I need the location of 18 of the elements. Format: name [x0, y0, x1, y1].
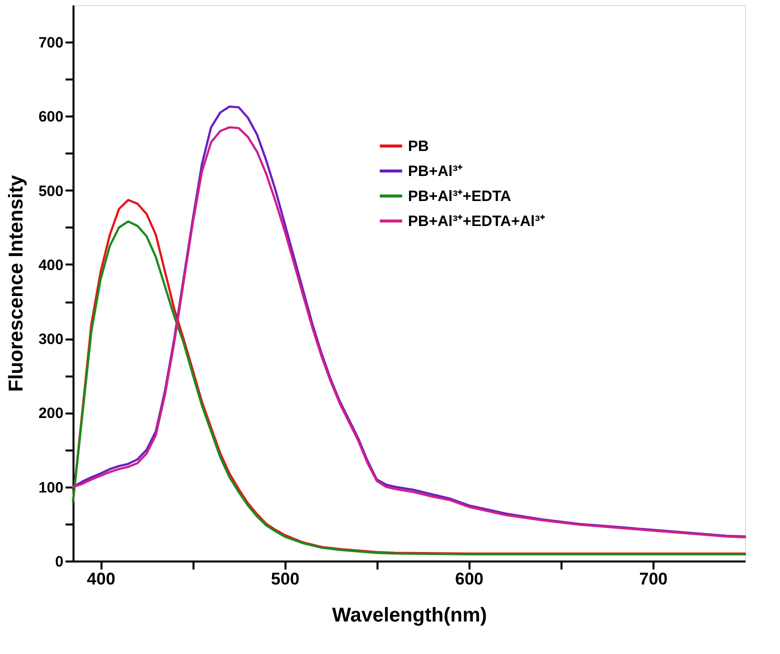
x-axis-title: Wavelength(nm): [332, 604, 487, 626]
legend-label: PB: [408, 138, 430, 155]
x-tick-label: 700: [639, 570, 668, 588]
legend-label: PB+Al³⁺+EDTA+Al³⁺: [408, 213, 545, 230]
legend-label: PB+Al³⁺: [408, 163, 463, 180]
y-tick-label: 300: [38, 331, 64, 348]
x-tick-label: 600: [455, 570, 484, 588]
x-tick-label: 500: [271, 570, 300, 588]
legend-label: PB+Al³⁺+EDTA: [408, 188, 512, 205]
y-tick-label: 500: [38, 182, 64, 200]
y-tick-label: 0: [55, 554, 64, 570]
y-tick-label: 200: [38, 405, 64, 422]
y-tick-label: 400: [38, 256, 64, 274]
y-tick-label: 600: [38, 108, 64, 126]
y-tick-label: 700: [38, 34, 64, 52]
y-axis-title: Fluorescence Intensity: [5, 174, 28, 392]
y-tick-label: 100: [38, 479, 64, 496]
x-tick-label: 400: [86, 570, 116, 588]
